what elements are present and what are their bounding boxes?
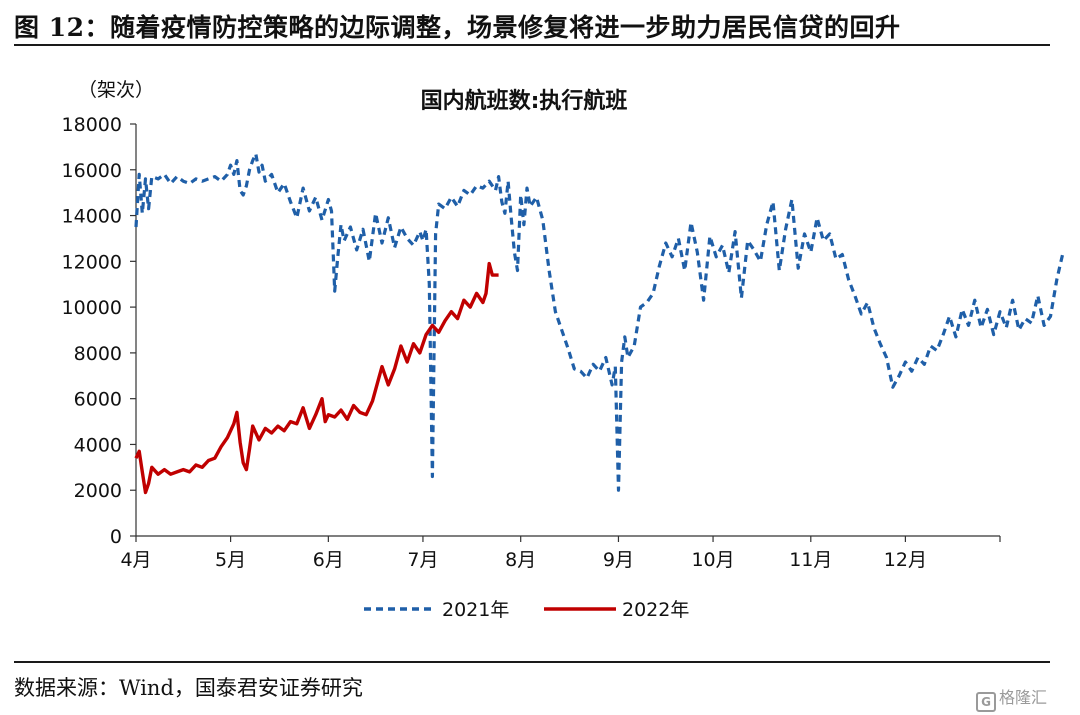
y-tick-label: 12000 bbox=[62, 251, 122, 273]
x-tick-label: 4月 bbox=[120, 549, 151, 571]
line-chart: 国内航班数:执行航班 （架次） 0 2000 4000 6000 8000 10000 12… bbox=[62, 79, 1065, 621]
y-tick-label: 6000 bbox=[74, 389, 122, 411]
series-line-2022 bbox=[134, 261, 499, 495]
watermark-text: 格隆汇 bbox=[999, 688, 1048, 707]
x-axis: 4月 5月 6月 7月 8月 9月 10月 11月 12月 bbox=[120, 535, 1001, 571]
legend: 2021年 2022年 bbox=[364, 599, 689, 621]
y-tick-label: 4000 bbox=[74, 434, 122, 456]
title-divider bbox=[14, 44, 1050, 46]
x-tick-label: 11月 bbox=[789, 549, 832, 571]
x-tick-label: 5月 bbox=[215, 549, 246, 571]
x-tick-label: 6月 bbox=[313, 549, 344, 571]
watermark-logo-icon: G bbox=[976, 692, 996, 712]
y-tick-label: 10000 bbox=[62, 297, 122, 319]
legend-label: 2021年 bbox=[442, 599, 509, 621]
x-tick-label: 8月 bbox=[505, 549, 536, 571]
y-tick-label: 2000 bbox=[74, 480, 122, 502]
legend-label: 2022年 bbox=[622, 599, 689, 621]
y-tick-label: 14000 bbox=[62, 206, 122, 228]
y-tick-label: 0 bbox=[110, 526, 122, 548]
series-line-2021 bbox=[134, 152, 1065, 492]
watermark: G 格隆汇 bbox=[976, 684, 1047, 712]
figure-title: 图 12：随着疫情防控策略的边际调整，场景修复将进一步助力居民信贷的回升 bbox=[14, 13, 901, 42]
series-lines bbox=[134, 152, 1065, 495]
source-divider bbox=[14, 661, 1050, 663]
y-tick-label: 18000 bbox=[62, 114, 122, 136]
x-tick-label: 9月 bbox=[603, 549, 634, 571]
x-tick-label: 12月 bbox=[884, 549, 927, 571]
x-tick-label: 7月 bbox=[407, 549, 438, 571]
y-tick-label: 16000 bbox=[62, 160, 122, 182]
y-tick-label: 8000 bbox=[74, 343, 122, 365]
chart-title: 国内航班数:执行航班 bbox=[421, 88, 628, 114]
source-note: 数据来源：Wind，国泰君安证券研究 bbox=[14, 676, 363, 700]
y-axis: 0 2000 4000 6000 8000 10000 12000 14000 16000 180… bbox=[62, 114, 137, 548]
x-tick-label: 10月 bbox=[691, 549, 734, 571]
y-unit-label: （架次） bbox=[78, 79, 154, 101]
